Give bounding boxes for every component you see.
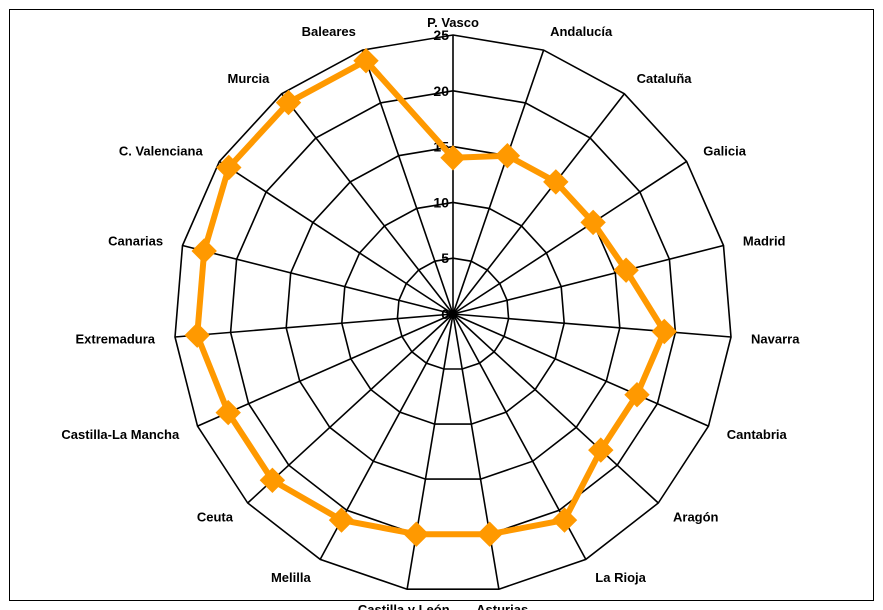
spoke-12 — [247, 313, 454, 504]
tick-label-0: 0 — [441, 306, 449, 322]
category-label-10: Castilla y León — [358, 602, 450, 610]
data-point-12 — [259, 467, 286, 494]
category-label-2: Cataluña — [637, 71, 693, 86]
spoke-5 — [452, 313, 732, 338]
category-label-1: Andalucía — [550, 24, 613, 39]
data-point-18 — [353, 47, 379, 74]
data-point-7 — [588, 437, 614, 463]
data-point-1 — [494, 142, 521, 169]
spoke-17 — [280, 93, 454, 315]
data-point-3 — [580, 209, 606, 236]
tick-label-10: 10 — [433, 194, 449, 210]
data-point-16 — [216, 154, 242, 181]
grid-ring-10 — [340, 201, 566, 425]
spoke-6 — [452, 313, 709, 427]
spoke-15 — [182, 244, 454, 315]
category-label-18: Baleares — [302, 24, 356, 39]
grid-ring-25 — [174, 34, 732, 591]
data-point-0 — [440, 145, 466, 171]
spoke-7 — [452, 313, 659, 504]
series-layer — [184, 47, 678, 547]
category-label-5: Navarra — [751, 332, 800, 347]
category-label-4: Madrid — [743, 234, 786, 249]
category-label-14: Extremadura — [76, 332, 156, 347]
spoke-2 — [452, 93, 626, 315]
data-point-9 — [476, 521, 503, 547]
data-point-4 — [613, 257, 639, 283]
category-label-17: Murcia — [227, 71, 270, 86]
data-point-8 — [551, 507, 578, 533]
category-label-9: Asturias — [476, 602, 528, 610]
category-label-8: La Rioja — [595, 570, 646, 585]
data-point-2 — [543, 169, 569, 195]
data-point-14 — [184, 322, 210, 348]
spoke-14 — [174, 313, 454, 338]
category-label-12: Ceuta — [197, 510, 234, 525]
category-label-16: C. Valenciana — [119, 144, 204, 159]
category-label-15: Canarias — [108, 234, 163, 249]
category-label-6: Cantabria — [727, 427, 788, 442]
category-label-13: Castilla-La Mancha — [61, 427, 180, 442]
data-point-6 — [624, 381, 650, 408]
tick-label-5: 5 — [441, 250, 449, 266]
data-point-15 — [191, 238, 217, 264]
spoke-13 — [197, 313, 454, 427]
grid-ring-5 — [396, 257, 510, 370]
data-point-11 — [328, 507, 355, 533]
category-label-11: Melilla — [271, 570, 312, 585]
radar-grid — [174, 34, 732, 591]
tick-label-25: 25 — [433, 27, 449, 43]
data-point-17 — [275, 89, 302, 116]
chart-frame — [9, 9, 874, 601]
data-point-5 — [651, 318, 678, 345]
spoke-4 — [452, 244, 724, 315]
data-point-10 — [403, 521, 430, 547]
series-line-0 — [194, 57, 668, 538]
spoke-18 — [361, 49, 454, 315]
spoke-3 — [452, 160, 688, 315]
category-label-7: Aragón — [673, 510, 719, 525]
spoke-16 — [218, 160, 454, 315]
tick-label-20: 20 — [433, 83, 449, 99]
category-label-3: Galicia — [703, 144, 746, 159]
category-label-0: P. Vasco — [427, 15, 479, 30]
data-point-13 — [215, 399, 241, 426]
spoke-1 — [452, 49, 545, 315]
category-labels: P. Vasco Andalucía Cataluña Galicia Madrid Na… — [61, 15, 800, 610]
